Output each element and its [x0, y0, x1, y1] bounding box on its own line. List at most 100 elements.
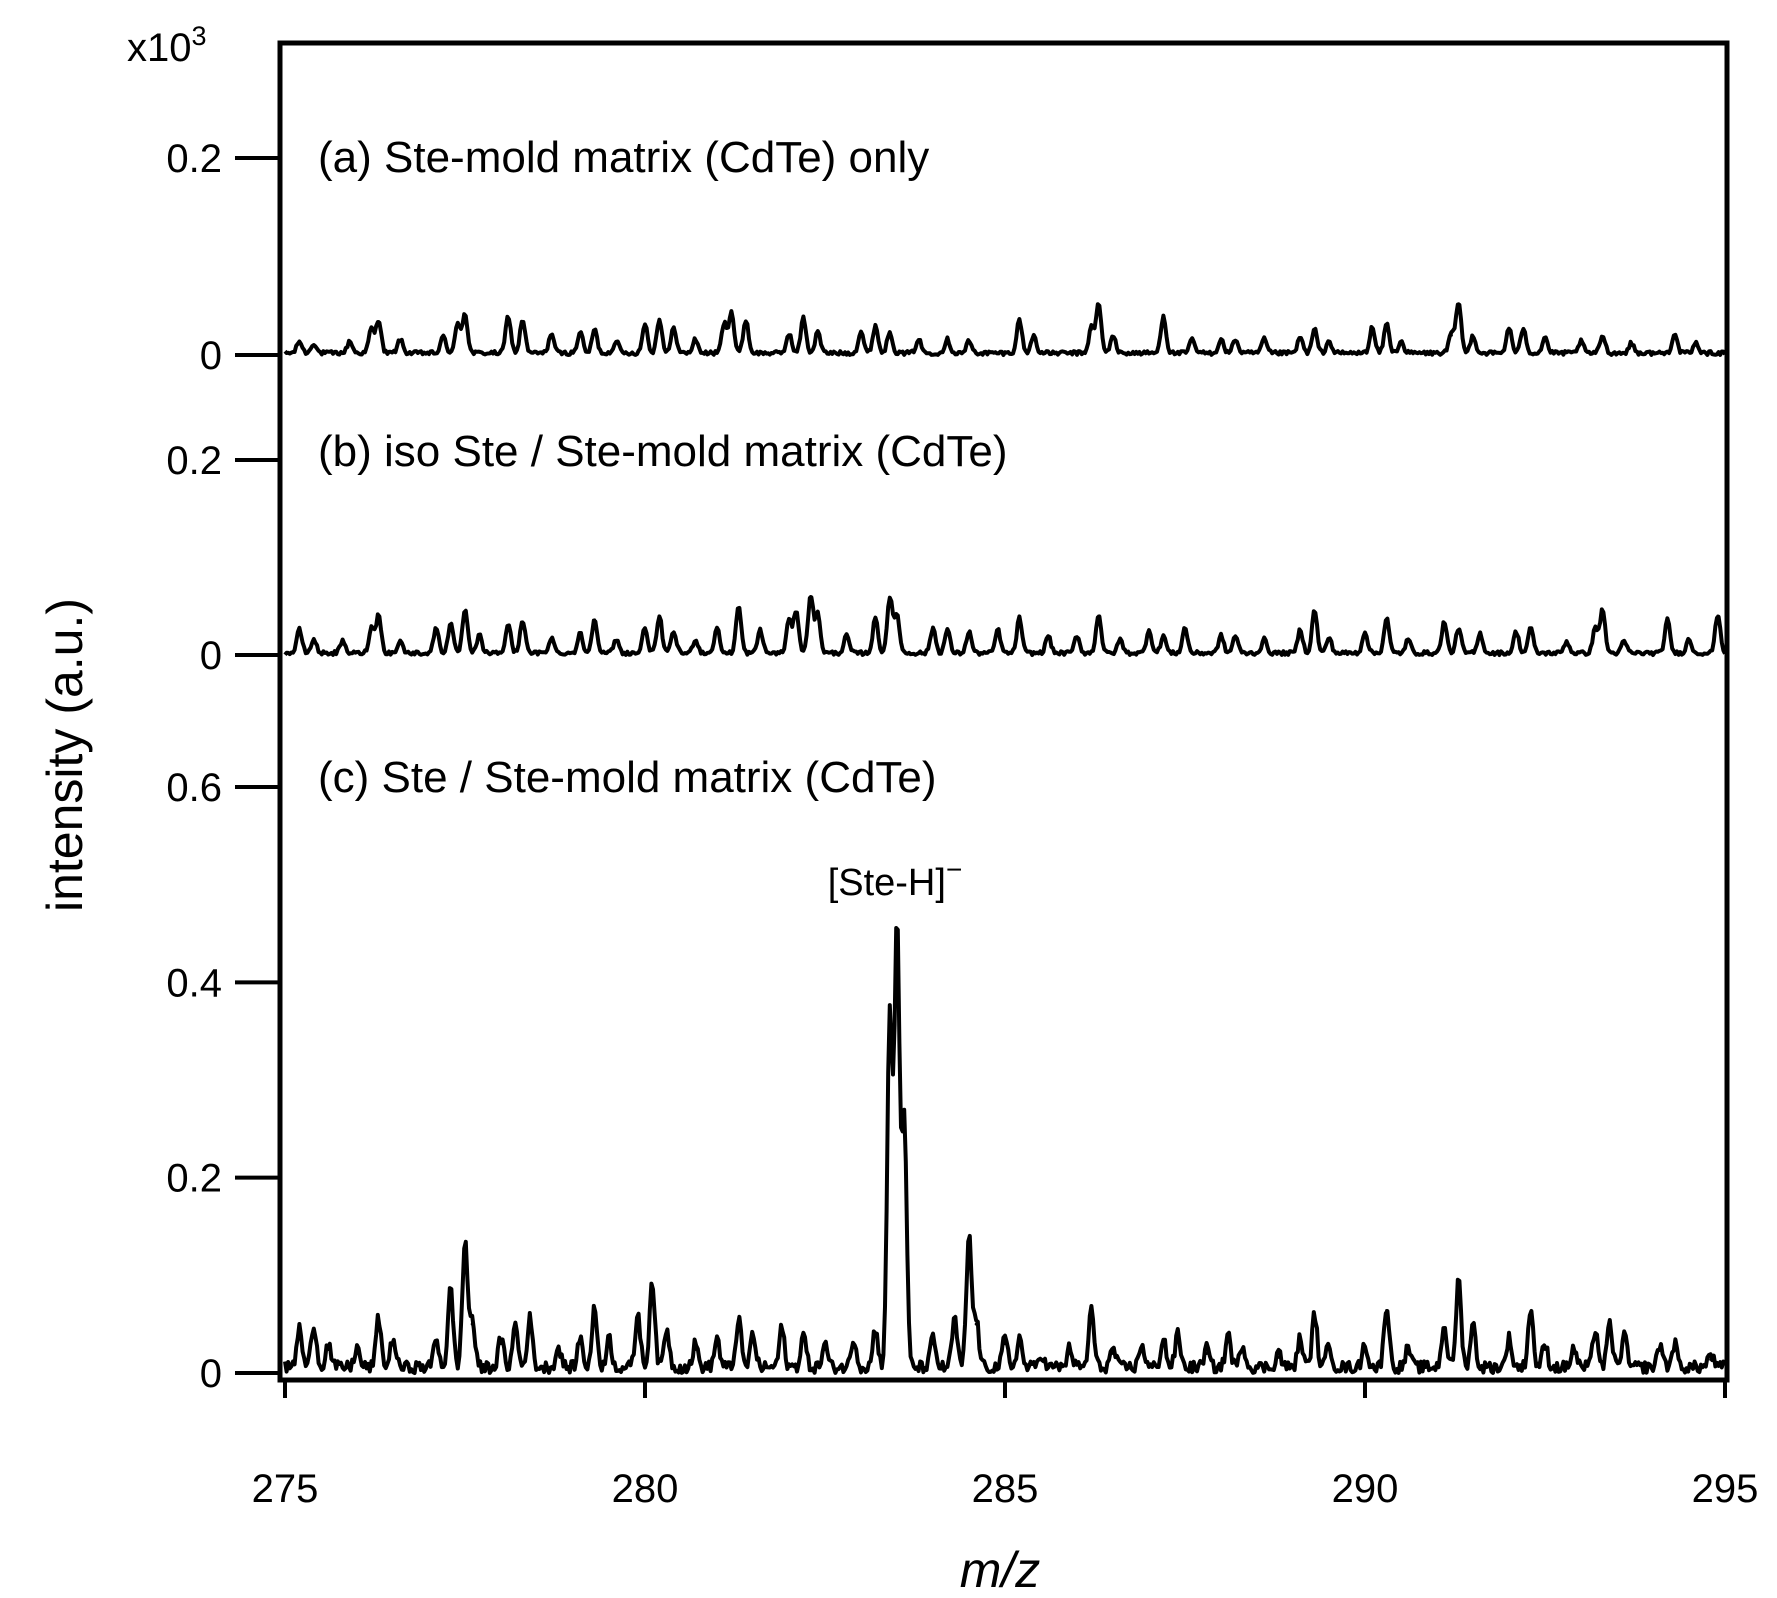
peak-point-panel-1-13 [578, 634, 582, 637]
peak-point-panel-0-41 [1298, 337, 1302, 341]
peak-point-panel-0-23 [801, 318, 805, 322]
peak-point-panel-0-15 [643, 323, 647, 327]
peak-point-panel-2-46 [1226, 1338, 1230, 1342]
peak-point-panel-1-43 [1219, 635, 1223, 639]
peak-annotation: [Ste-H]− [828, 854, 963, 904]
peak-point-panel-2-38 [1039, 1357, 1043, 1361]
panel-a-label: (a) Ste-mold matrix (CdTe) only [318, 133, 929, 182]
peak-point-panel-2-64 [1622, 1338, 1626, 1342]
peak-point-panel-0-20 [729, 312, 733, 316]
peak-point-panel-2-22 [737, 1322, 741, 1326]
y-tick-label-panel-2-0.2: 0.2 [166, 1157, 222, 1201]
peak-point-panel-1-44 [1233, 635, 1237, 639]
peak-point-panel-0-12 [578, 331, 582, 335]
peak-point-panel-1-12 [549, 637, 553, 641]
peak-point-panel-1-24 [794, 610, 798, 614]
peak-point-panel-0-28 [917, 339, 921, 343]
peak-point-panel-2-34 [967, 1239, 971, 1243]
peak-point-panel-0-30 [967, 341, 971, 345]
peak-point-panel-2-4 [377, 1322, 381, 1326]
peak-point-panel-0-1 [312, 343, 316, 347]
peak-point-panel-0-21 [744, 320, 748, 324]
peak-point-panel-1-45 [1262, 639, 1266, 643]
peak-point-panel-1-17 [657, 616, 661, 620]
peak-point-panel-0-36 [1161, 316, 1165, 320]
peak-point-panel-2-14 [578, 1342, 582, 1346]
peak-point-panel-1-41 [1161, 635, 1165, 639]
peak-point-panel-2-62 [1593, 1332, 1597, 1336]
peak-point-panel-1-14 [593, 618, 597, 622]
peak-point-panel-2-29 [888, 1019, 892, 1023]
peak-point-panel-1-5 [398, 641, 402, 645]
x-axis-title: m/z [960, 1542, 1041, 1598]
peak-point-panel-1-55 [1514, 632, 1518, 636]
y-tick-label-panel-2-0.4: 0.4 [166, 961, 222, 1005]
peak-point-panel-1-56 [1529, 628, 1533, 632]
peak-point-panel-2-13 [557, 1351, 561, 1355]
peak-point-panel-0-32 [1032, 335, 1036, 339]
peak-point-panel-0-24 [816, 331, 820, 335]
peak-point-panel-0-27 [888, 331, 892, 335]
peak-point-panel-2-0 [297, 1332, 301, 1336]
peak-point-panel-2-36 [1003, 1342, 1007, 1346]
peak-point-panel-1-33 [967, 632, 971, 636]
peak-point-panel-1-47 [1313, 610, 1317, 614]
peak-point-panel-2-26 [823, 1348, 827, 1352]
peak-point-panel-0-52 [1543, 337, 1547, 341]
peak-point-panel-2-47 [1241, 1348, 1245, 1352]
peak-point-panel-0-16 [657, 319, 661, 323]
peak-point-panel-0-29 [945, 339, 949, 343]
peak-point-panel-2-49 [1298, 1342, 1302, 1346]
peak-point-panel-0-3 [369, 328, 373, 332]
peak-point-panel-2-27 [852, 1342, 856, 1346]
panel-b-label: (b) iso Ste / Ste-mold matrix (CdTe) [318, 427, 1008, 476]
peak-point-panel-0-39 [1233, 339, 1237, 343]
peak-point-panel-0-57 [1694, 343, 1698, 347]
peak-point-panel-1-40 [1147, 630, 1151, 634]
peak-point-panel-0-38 [1219, 339, 1223, 343]
peak-point-panel-0-14 [614, 340, 618, 344]
peak-point-panel-2-17 [636, 1317, 640, 1321]
peak-point-panel-2-39 [1068, 1351, 1072, 1355]
y-tick-label-panel-1-0.2: 0.2 [166, 439, 222, 483]
peak-point-panel-2-16 [607, 1342, 611, 1346]
peak-point-panel-1-30 [895, 614, 899, 618]
peak-point-panel-2-24 [780, 1332, 784, 1336]
peak-point-panel-0-6 [441, 336, 445, 340]
peak-point-panel-2-54 [1406, 1351, 1410, 1355]
peak-point-panel-0-11 [549, 333, 553, 337]
peak-point-panel-2-31 [902, 1127, 906, 1131]
peak-point-panel-2-7 [449, 1293, 453, 1297]
peak-point-panel-1-54 [1478, 634, 1482, 637]
peak-point-panel-1-15 [614, 639, 618, 643]
x-tick-label-275: 275 [252, 1467, 319, 1511]
peak-point-panel-2-20 [693, 1348, 697, 1352]
peak-point-panel-1-46 [1298, 630, 1302, 634]
peak-point-panel-0-13 [593, 329, 597, 333]
peak-point-panel-0-54 [1601, 335, 1605, 339]
peak-point-panel-0-26 [873, 325, 877, 329]
peak-point-panel-1-36 [1046, 635, 1050, 639]
peak-point-panel-1-59 [1601, 610, 1605, 614]
peak-point-panel-2-52 [1363, 1348, 1367, 1352]
peak-point-panel-2-61 [1572, 1351, 1576, 1355]
peak-point-panel-1-1 [312, 639, 316, 643]
peak-point-panel-0-8 [463, 314, 467, 318]
peak-point-panel-0-40 [1262, 339, 1266, 343]
peak-point-panel-0-42 [1313, 329, 1317, 333]
peak-point-panel-2-18 [650, 1283, 654, 1287]
peak-point-panel-0-46 [1399, 341, 1403, 345]
peak-point-panel-2-3 [355, 1351, 359, 1355]
peak-point-panel-1-23 [787, 620, 791, 624]
peak-point-panel-0-19 [722, 323, 726, 327]
peak-point-panel-0-33 [1089, 327, 1093, 331]
peak-point-panel-1-63 [1716, 614, 1720, 618]
peak-point-panel-1-19 [693, 639, 697, 643]
peak-point-panel-0-9 [506, 316, 510, 320]
plot-frame [277, 40, 1730, 1383]
y-tick-label-panel-2-0.6: 0.6 [166, 766, 222, 810]
peak-point-panel-2-53 [1385, 1308, 1389, 1312]
peak-point-panel-0-47 [1449, 333, 1453, 337]
peak-point-panel-1-52 [1442, 622, 1446, 626]
